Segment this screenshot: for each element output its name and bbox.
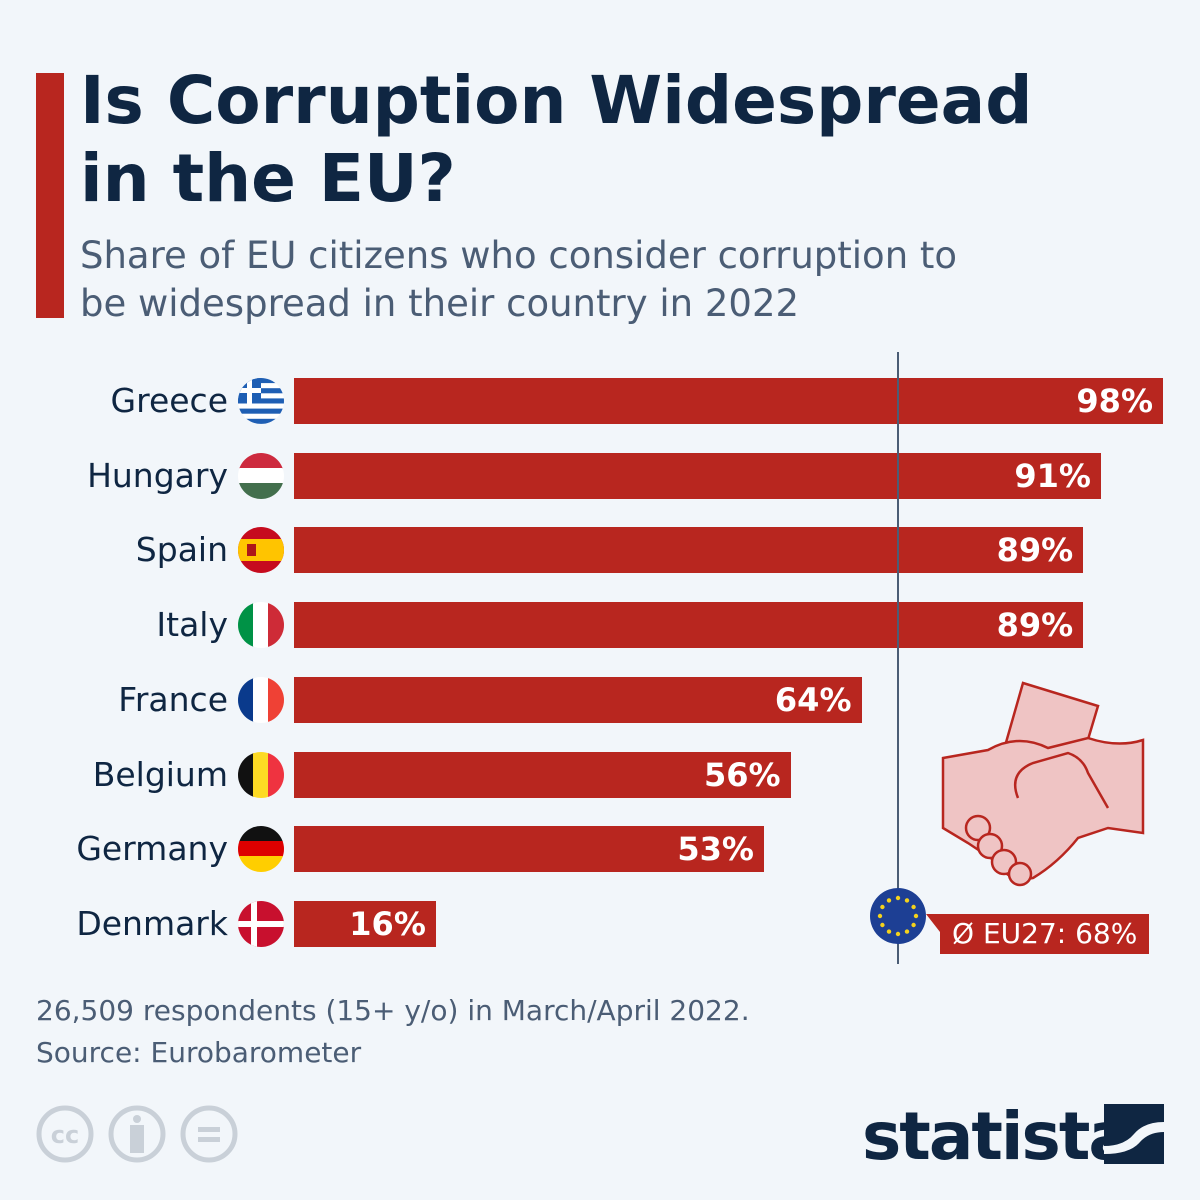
statista-logo[interactable]: statista [862, 1098, 1133, 1175]
category-label: Hungary [87, 455, 228, 495]
eu-star [904, 929, 910, 934]
bar: 91% [294, 452, 1101, 499]
handshake-money-icon [941, 681, 1145, 887]
bar: 16% [294, 900, 436, 947]
chart-subtitle: Share of EU citizens who consider corrup… [80, 234, 958, 325]
value-label: 98% [1076, 382, 1153, 420]
eu-star [911, 922, 916, 928]
bar: 89% [294, 602, 1084, 649]
value-label: 91% [1014, 456, 1091, 495]
title-accent-bar [36, 73, 64, 318]
category-label: Spain [135, 530, 228, 570]
eu-flag-icon [870, 888, 926, 944]
category-label: France [118, 679, 228, 719]
eu-star [895, 895, 901, 901]
bar: 56% [294, 751, 791, 798]
bar-row: France 64% [0, 676, 1200, 723]
statista-logo-mark-icon [1104, 1104, 1164, 1164]
eu-star [904, 898, 910, 903]
bar: 53% [294, 826, 764, 873]
creative-commons-icons[interactable]: cc [36, 1105, 246, 1165]
bar-row: Germany 53% [0, 826, 1200, 873]
value-label: 89% [996, 606, 1074, 645]
bar-row: Spain 89% [0, 527, 1200, 574]
bar: 89% [294, 527, 1084, 574]
category-label: Greece [110, 381, 228, 420]
eu-average-label: Ø EU27: 68% [925, 914, 1150, 954]
value-label: 89% [996, 531, 1074, 570]
eu-star [913, 913, 919, 919]
greece-flag-icon [238, 378, 284, 424]
eu-average-line [896, 352, 899, 964]
category-label: Germany [76, 829, 228, 869]
eu-star [880, 922, 885, 928]
category-label: Denmark [76, 903, 228, 943]
bar-row: Hungary 91% [0, 452, 1200, 499]
category-label: Italy [156, 605, 228, 645]
eu-star [877, 913, 883, 919]
bar: 98% [294, 378, 1163, 424]
germany-flag-icon [238, 826, 284, 873]
belgium-flag-icon [238, 751, 284, 798]
eu-star [886, 929, 892, 934]
category-label: Belgium [92, 754, 228, 794]
denmark-flag-icon [238, 900, 284, 947]
spain-flag-icon [238, 527, 284, 574]
value-label: 53% [677, 830, 754, 869]
bar-row: Denmark 16% [0, 900, 1200, 947]
footnote: 26,509 respondents (15+ y/o) in March/Ap… [36, 990, 750, 1074]
hungary-flag-icon [238, 452, 284, 499]
italy-flag-icon [238, 602, 284, 649]
svg-text:cc: cc [51, 1121, 79, 1149]
chart-title: Is Corruption Widespread in the EU? [80, 62, 1033, 217]
respondents-note: 26,509 respondents (15+ y/o) in March/Ap… [36, 994, 750, 1027]
eu-star [886, 898, 892, 903]
bar-row: Belgium 56% [0, 751, 1200, 798]
eu-star [895, 931, 901, 937]
bar: 64% [294, 676, 862, 723]
source-note: Source: Eurobarometer [36, 1036, 362, 1069]
value-label: 16% [349, 904, 426, 943]
bar-row: Greece 98% [0, 378, 1200, 424]
france-flag-icon [238, 676, 284, 723]
value-label: 56% [703, 755, 781, 794]
bar-row: Italy 89% [0, 602, 1200, 649]
value-label: 64% [774, 680, 852, 719]
eu-star [911, 904, 916, 910]
eu-star [880, 904, 885, 910]
